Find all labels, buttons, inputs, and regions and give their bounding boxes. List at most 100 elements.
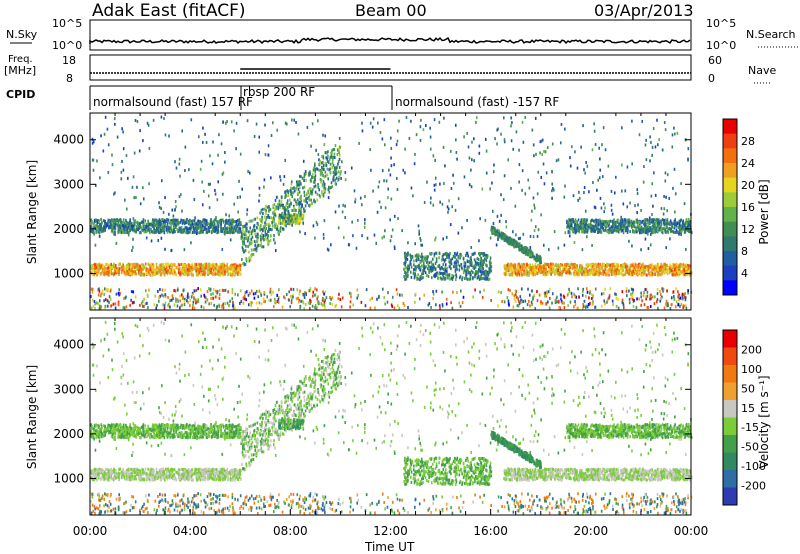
power-point [301,299,304,303]
power-point [404,259,407,263]
power-point [474,265,477,269]
power-point [229,264,232,268]
power-point [434,273,437,277]
power-point [579,266,582,270]
power-point [669,307,672,311]
power-point [486,255,488,259]
power-point [619,267,622,271]
power-point [643,303,646,307]
power-point [655,268,658,272]
power-point [121,227,123,231]
power-point [309,287,312,291]
power-point [600,272,603,276]
power-point [230,273,232,277]
power-point [209,225,212,229]
power-point [632,225,634,229]
power-point [160,273,162,277]
power-point [239,301,241,305]
power-point [149,273,152,277]
power-point [286,219,288,223]
power-point [153,220,155,224]
nave-label: Nave [748,64,776,77]
power-point [308,306,311,310]
power-point [158,231,160,235]
power-point [605,219,608,223]
power-point [95,218,97,222]
power-point [284,216,287,220]
nsky-tick-top: 10^5 [52,17,82,30]
power-point [430,260,433,264]
power-point [636,272,638,276]
power-point [312,290,315,294]
power-point [622,303,625,307]
power-point [445,268,447,272]
power-point [125,222,127,226]
power-point [531,303,533,307]
power-point [520,264,523,268]
power-point [525,267,527,271]
power-point [124,271,127,275]
power-point [161,263,163,267]
power-point [514,300,517,304]
power-point [201,269,203,273]
power-point [554,272,556,276]
power-point [474,270,477,274]
power-point [654,295,656,299]
power-point [569,218,572,222]
power-point [181,221,184,225]
power-point [684,296,687,300]
power-point [145,224,147,228]
power-point [187,300,189,304]
power-point [179,227,181,231]
power-point [398,119,400,123]
power-point [214,272,217,276]
power-point [226,269,229,273]
power-point [199,273,202,277]
power-point [118,267,121,271]
power-point [687,264,690,268]
power-point [168,212,170,216]
cpid-panel: CPID normalsound (fast) 157 RF rbsp 200 … [6,85,559,110]
power-point [218,293,221,297]
power-point [111,218,113,222]
power-point [683,227,685,231]
power-point [163,231,166,235]
power-point [521,188,523,192]
power-point [561,270,563,274]
power-point [182,270,185,274]
power-point [606,271,608,275]
power-point [127,266,129,270]
power-point [219,267,222,271]
power-point [574,300,576,304]
power-point [99,228,102,232]
power-point [153,219,155,223]
power-point [204,269,206,273]
power-point [517,304,520,308]
power-point [644,265,646,269]
power-point [546,300,549,304]
power-point [207,225,210,229]
power-point [508,264,510,268]
power-point [151,265,153,269]
power-point [450,186,453,190]
power-point [93,219,96,223]
power-point [649,297,651,301]
power-point [572,194,575,198]
power-point [299,215,302,219]
power-point [517,237,520,241]
power-point [687,220,689,224]
power-point [238,227,240,231]
power-point [528,273,531,277]
power-point [611,272,613,276]
power-point [647,224,650,228]
power-point [478,269,480,273]
power-point [170,219,173,223]
power-point [231,222,234,226]
power-point [208,271,210,275]
power-point [651,273,654,277]
power-point [573,228,575,232]
power-point [445,272,447,276]
power-point [417,255,420,259]
power-point [642,265,644,269]
power-point [485,263,487,267]
